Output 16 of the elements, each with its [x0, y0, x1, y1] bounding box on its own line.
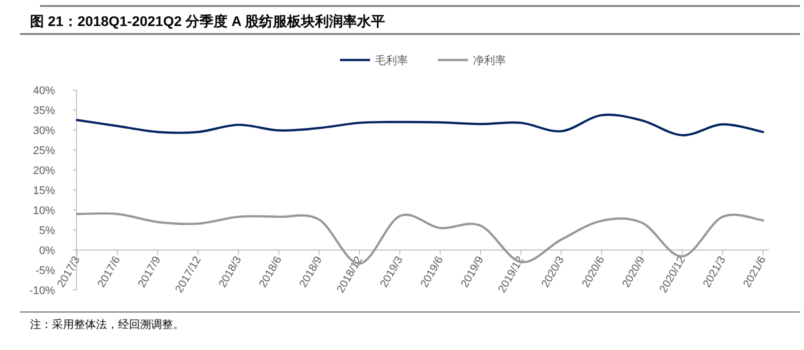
y-tick-label: 10% — [32, 205, 56, 217]
legend-label: 净利率 — [473, 54, 506, 67]
y-tick-label: -10% — [29, 285, 56, 297]
y-tick-label: 15% — [32, 185, 56, 197]
y-tick-label: 0% — [39, 245, 56, 257]
title: 图 21：2018Q1-2021Q2 分季度 A 股纺服板块利润率水平 — [30, 13, 386, 29]
legend-label: 毛利率 — [375, 54, 408, 67]
y-tick-label: -5% — [35, 265, 56, 277]
line-series — [76, 114, 764, 136]
y-tick-label: 5% — [39, 225, 56, 237]
y-tick-label: 30% — [32, 125, 56, 137]
y-tick-label: 25% — [32, 145, 56, 157]
y-tick-label: 35% — [32, 105, 56, 117]
y-tick-label: 20% — [32, 165, 56, 177]
y-tick-label: 40% — [32, 85, 56, 97]
text: 注：采用整体法，经回溯调整。 — [30, 318, 184, 331]
